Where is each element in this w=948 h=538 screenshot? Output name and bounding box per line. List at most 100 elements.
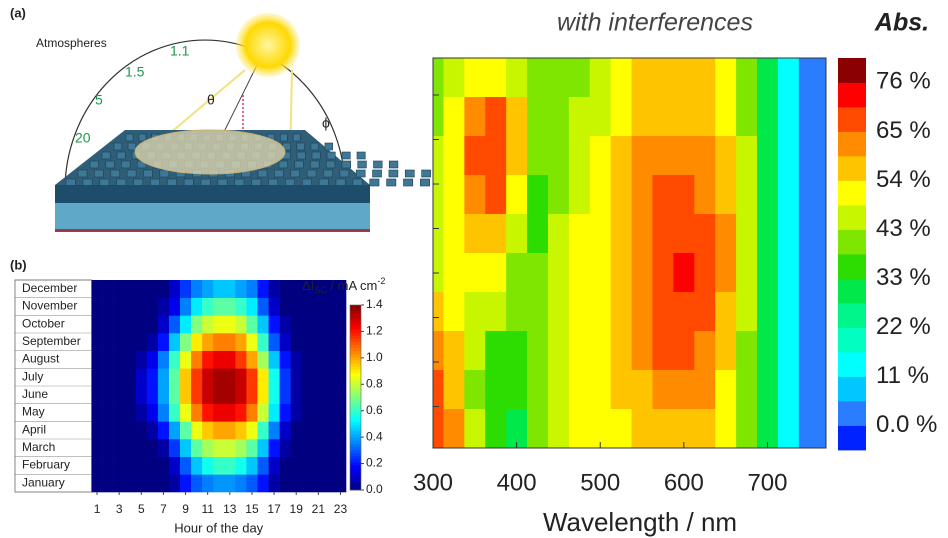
colorbar-step <box>350 345 361 349</box>
back-contact <box>55 229 370 232</box>
contour-cell <box>736 331 758 371</box>
heat-cell <box>180 421 192 440</box>
contour-cell <box>589 136 612 176</box>
contour-cell <box>631 331 653 371</box>
heat-cell <box>290 280 303 298</box>
contour-cell <box>652 214 674 254</box>
contour-cell <box>798 331 827 371</box>
heat-cell <box>202 474 214 493</box>
contour-cell <box>443 175 465 215</box>
heat-cell <box>290 403 303 422</box>
heat-cell <box>202 368 214 387</box>
contour-cell <box>736 292 758 332</box>
pyramid <box>404 169 415 178</box>
contour-cell <box>715 253 737 293</box>
heat-cell <box>279 456 291 475</box>
heat-cell <box>290 333 303 351</box>
heat-cell <box>124 439 137 457</box>
contour-cell <box>736 409 758 449</box>
heat-cell <box>334 474 347 493</box>
contour-cell <box>631 214 653 254</box>
colorbar-step <box>350 406 361 411</box>
heat-cell <box>235 368 247 387</box>
month-label: February <box>22 458 70 472</box>
heat-cell <box>268 474 280 493</box>
month-label: March <box>22 440 55 454</box>
x-tick-label: 300 <box>413 469 453 496</box>
heat-cell <box>301 333 314 351</box>
pyramid <box>99 178 110 187</box>
contour-cell <box>715 292 737 332</box>
colorbar-step <box>350 449 361 454</box>
colorbar-step <box>350 471 361 475</box>
heat-cell <box>91 280 103 298</box>
pyramid <box>285 178 295 187</box>
contour-cell <box>568 214 591 254</box>
contour-cell <box>547 292 570 332</box>
contour-cell <box>652 136 674 176</box>
heat-cell <box>191 297 203 316</box>
heat-cell <box>235 315 247 334</box>
pyramid <box>279 133 288 142</box>
atmosphere-arc <box>64 39 346 191</box>
heat-cell <box>202 315 214 334</box>
pyramid <box>335 178 346 187</box>
contour-cell <box>631 370 653 410</box>
heat-cell <box>168 456 181 475</box>
heat-cell <box>168 403 181 422</box>
contour-cell <box>715 175 737 215</box>
heat-cell <box>224 386 236 404</box>
pyramid <box>251 178 262 187</box>
colorbar-level <box>838 303 866 328</box>
heat-cell <box>202 350 214 369</box>
colorbar-step <box>350 409 361 414</box>
month-label: January <box>22 475 65 489</box>
heat-cell <box>246 315 258 334</box>
pyramid <box>386 178 397 187</box>
contour-cell <box>443 409 465 449</box>
heat-cell <box>135 474 148 493</box>
heat-cell <box>235 403 247 422</box>
air-mass: 5 <box>95 92 103 108</box>
heat-cell <box>257 333 269 351</box>
contour-cell <box>798 370 827 410</box>
colorbar-level <box>838 425 866 451</box>
heat-cell <box>180 368 192 387</box>
contour-cell <box>610 175 632 215</box>
pyramid <box>121 160 131 169</box>
heat-cell <box>180 386 192 404</box>
heat-cell <box>124 421 137 440</box>
heat-cell <box>279 280 291 298</box>
colorbar-tick-label: 0.0 <box>366 482 383 496</box>
pyramid <box>200 178 211 187</box>
pyramid <box>113 142 123 151</box>
contour-cell <box>506 253 528 293</box>
contour-cell <box>610 409 632 449</box>
pyramid <box>183 178 194 187</box>
contour-cell <box>694 58 716 98</box>
contour-cell <box>568 97 591 137</box>
heat-cell <box>312 474 325 493</box>
x-tick-label: 7 <box>160 502 167 516</box>
x-tick-label: 600 <box>664 469 704 496</box>
contour-cell <box>610 370 632 410</box>
heat-cell <box>257 315 269 334</box>
surface-disk <box>134 129 286 175</box>
heat-cell <box>124 474 137 493</box>
heat-cell <box>168 315 181 334</box>
contour-cell <box>506 97 528 137</box>
colorbar-level <box>838 58 866 83</box>
contour-cell <box>652 292 674 332</box>
contour-cell <box>464 214 486 254</box>
month-label: August <box>22 352 60 366</box>
contour-cell <box>673 409 695 449</box>
contour-cell <box>433 331 444 371</box>
chart-title: with interferences <box>557 9 753 37</box>
heat-cell <box>191 474 203 493</box>
contour-cell <box>433 136 444 176</box>
heat-cell <box>301 456 314 475</box>
heat-cell <box>202 421 214 440</box>
heat-cell <box>213 280 225 298</box>
heat-cell <box>113 474 125 493</box>
